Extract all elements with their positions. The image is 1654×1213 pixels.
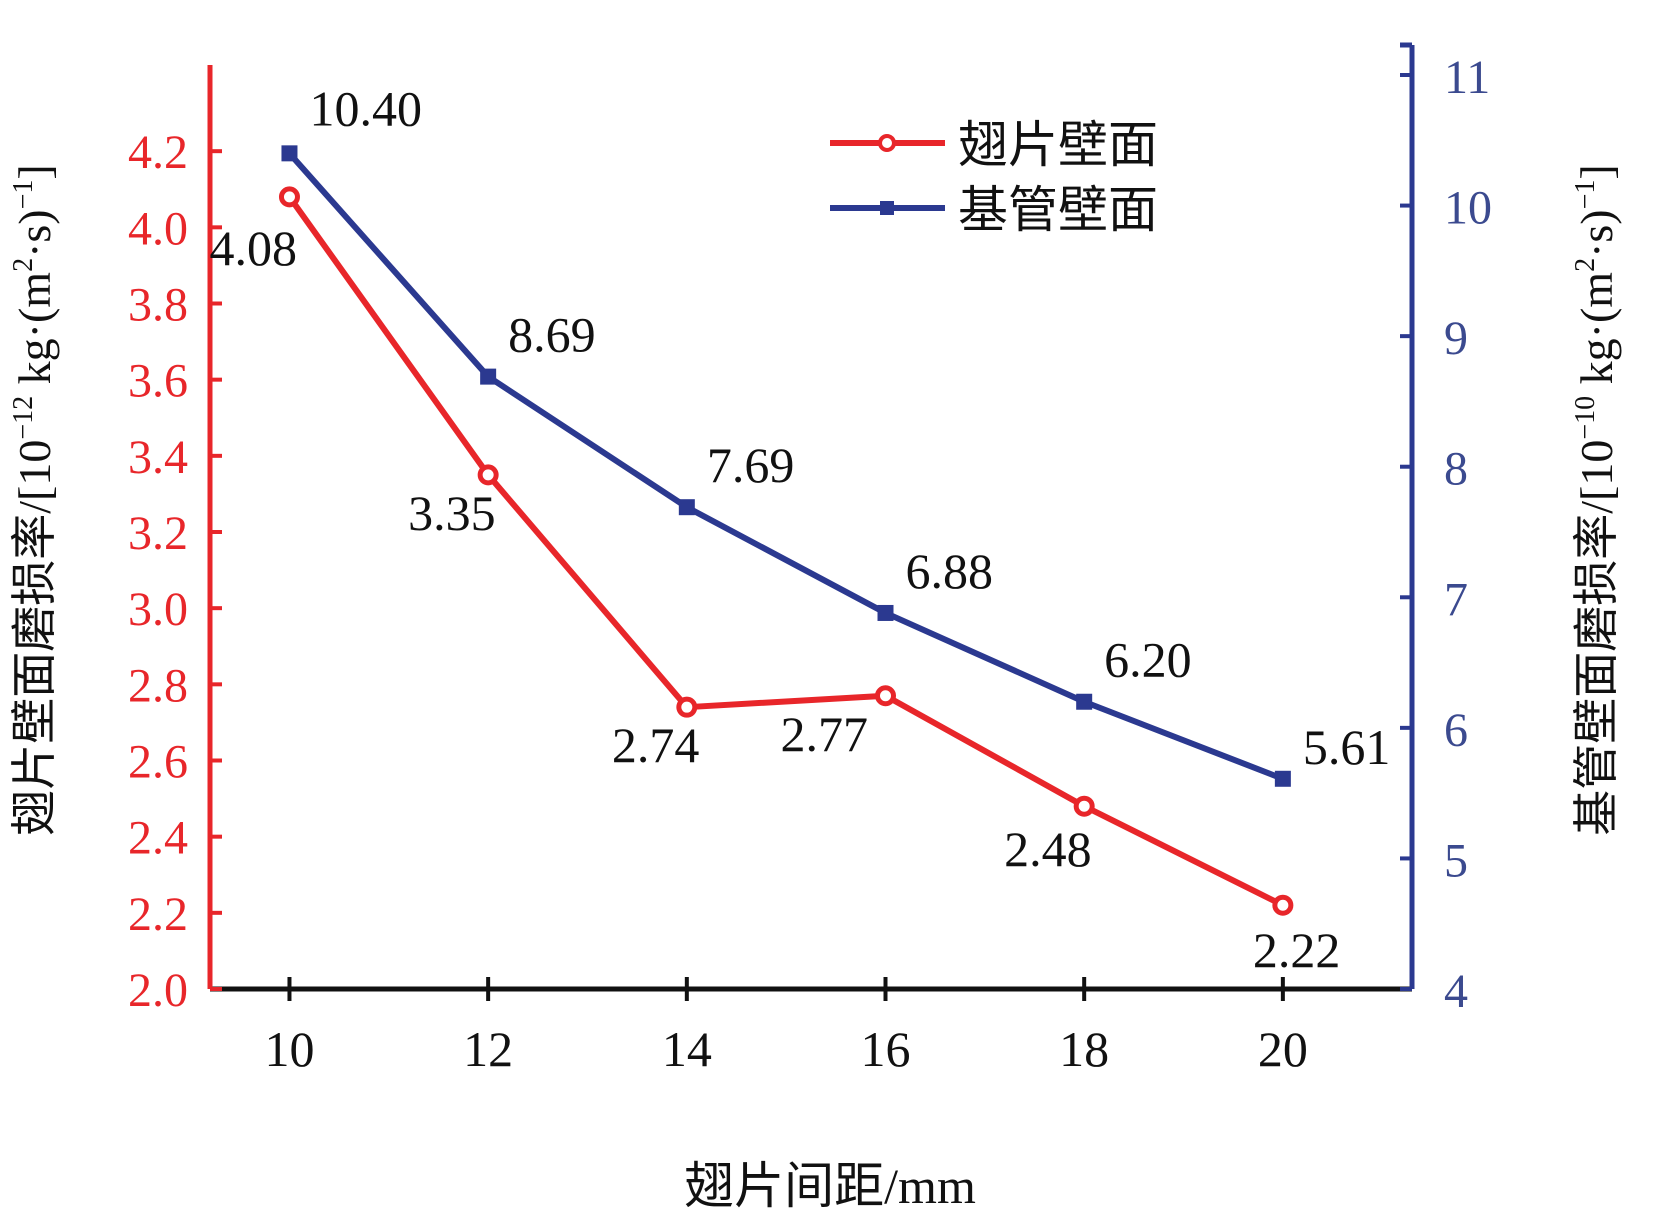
- legend-marker-tube: [880, 201, 894, 215]
- x-tick-label: 12: [463, 1021, 513, 1077]
- left-y-tick-label: 3.0: [128, 583, 188, 636]
- data-label-fin: 3.35: [408, 485, 496, 541]
- data-label-fin: 2.77: [781, 706, 869, 762]
- data-labels: 4.08 3.35 2.74 2.77 2.48 2.22 10.40 8.69 7.69 6.8…: [209, 80, 1390, 978]
- left-title-end: ]: [9, 164, 60, 179]
- left-title-close: ·s): [9, 209, 60, 258]
- x-axis-title: 翅片间距/mm: [684, 1158, 976, 1213]
- legend-label-fin: 翅片壁面: [958, 117, 1158, 173]
- legend-label-tube: 基管壁面: [958, 182, 1158, 238]
- left-title-units: kg·(m: [9, 272, 60, 396]
- left-y-tick-label: 2.0: [128, 964, 188, 1017]
- data-point-tube: [1274, 770, 1291, 787]
- series-line-fin: [287, 195, 1285, 908]
- x-tick-label: 20: [1258, 1021, 1308, 1077]
- right-title-close: ·s): [1571, 209, 1622, 258]
- right-title-units: kg·(m: [1571, 272, 1622, 396]
- data-point-tube: [877, 604, 894, 621]
- left-y-tick-label: 3.2: [128, 507, 188, 560]
- right-y-tick-label: 6: [1444, 704, 1468, 757]
- left-title-exp: −12: [8, 396, 39, 440]
- data-point-fin: [477, 464, 499, 486]
- series-line-tube: [287, 151, 1284, 782]
- left-y-tick-label: 2.8: [128, 659, 188, 712]
- left-title-sup2: 2: [8, 258, 39, 272]
- data-label-tube: 6.88: [906, 543, 994, 599]
- x-tick-label: 10: [264, 1021, 314, 1077]
- legend: 翅片壁面 基管壁面: [830, 117, 1158, 238]
- right-y-tick-label: 11: [1444, 51, 1490, 104]
- data-label-fin: 2.74: [612, 717, 700, 773]
- right-y-tick-label: 7: [1444, 573, 1468, 626]
- right-title-exp: −10: [1570, 396, 1601, 440]
- data-label-tube: 8.69: [508, 307, 596, 363]
- legend-marker-fin: [878, 134, 896, 152]
- right-y-axis-title: 基管壁面磨损率/[10−10 kg·(m2·s)−1]: [1570, 164, 1622, 836]
- right-y-tick-label: 5: [1444, 834, 1468, 887]
- data-point-tube: [281, 145, 298, 162]
- left-y-tick-label: 3.4: [128, 431, 188, 484]
- data-label-tube: 5.61: [1303, 719, 1391, 775]
- series-layer: [278, 145, 1294, 916]
- right-y-tick-label: 10: [1444, 182, 1492, 235]
- data-point-fin: [875, 685, 897, 707]
- data-point-tube: [678, 499, 695, 516]
- right-y-tick-label: 4: [1444, 965, 1468, 1018]
- axes: 10 12 14 16 18 20 2.0 2.2 2.4 2.6 2.8 3.0 3.2 3.4 3.6 3…: [128, 42, 1492, 1077]
- right-title-sup-neg1: −1: [1570, 180, 1601, 210]
- data-point-tube: [480, 368, 497, 385]
- left-y-tick-label: 4.0: [128, 202, 188, 255]
- left-title-main: 翅片壁面磨损率/[10: [9, 440, 60, 836]
- x-tick-label: 14: [662, 1021, 712, 1077]
- left-y-tick-label: 2.6: [128, 736, 188, 789]
- right-title-main: 基管壁面磨损率/[10: [1571, 440, 1622, 836]
- data-label-fin: 2.48: [1004, 821, 1092, 877]
- data-point-fin: [676, 696, 698, 718]
- left-y-tick-label: 2.4: [128, 812, 188, 865]
- left-y-tick-label: 3.6: [128, 355, 188, 408]
- data-label-tube: 6.20: [1104, 632, 1192, 688]
- data-point-fin: [278, 186, 300, 208]
- right-title-sup2: 2: [1570, 258, 1601, 272]
- x-tick-label: 16: [861, 1021, 911, 1077]
- data-label-fin: 2.22: [1253, 922, 1341, 978]
- data-point-fin: [1073, 795, 1095, 817]
- left-y-axis-title: 翅片壁面磨损率/[10−12 kg·(m2·s)−1]: [8, 164, 60, 836]
- data-point-fin: [1272, 894, 1294, 916]
- data-point-tube: [1076, 693, 1093, 710]
- right-title-end: ]: [1571, 164, 1622, 179]
- x-tick-label: 18: [1059, 1021, 1109, 1077]
- data-label-tube: 10.40: [309, 80, 422, 136]
- left-title-sup-neg1: −1: [8, 180, 39, 210]
- data-label-fin: 4.08: [209, 220, 297, 276]
- data-label-tube: 7.69: [707, 437, 795, 493]
- left-y-tick-label: 3.8: [128, 279, 188, 332]
- right-y-tick-label: 8: [1444, 443, 1468, 496]
- left-y-tick-label: 4.2: [128, 126, 188, 179]
- left-y-tick-label: 2.2: [128, 888, 188, 941]
- right-y-tick-label: 9: [1444, 312, 1468, 365]
